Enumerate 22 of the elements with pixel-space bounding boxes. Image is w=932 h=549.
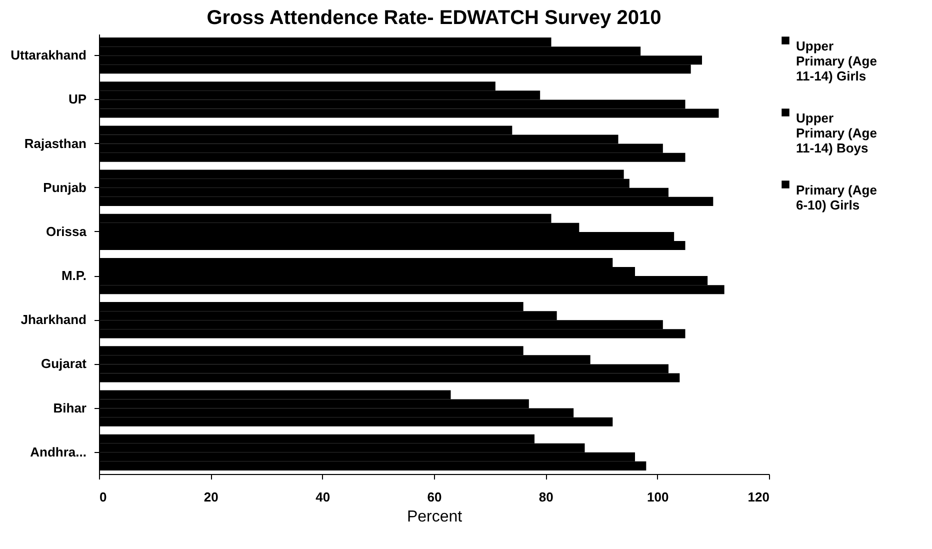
y-tick-label: Punjab bbox=[43, 180, 87, 195]
x-tick-label: 20 bbox=[204, 490, 218, 504]
chart-title: Gross Attendence Rate- EDWATCH Survey 2010 bbox=[206, 7, 662, 29]
y-tick-label: Uttarakhand bbox=[10, 48, 87, 63]
y-tick-label: Jharkhand bbox=[20, 312, 87, 328]
x-axis-title: Percent bbox=[406, 508, 463, 526]
y-tick-label: M.P. bbox=[61, 268, 86, 284]
x-tick-label: 120 bbox=[748, 490, 770, 504]
y-tick-label: Gujarat bbox=[40, 356, 88, 372]
x-tick-label: 0 bbox=[100, 490, 107, 504]
y-tick-label: UP bbox=[68, 92, 87, 107]
x-tick-label: 100 bbox=[646, 490, 669, 504]
legend-label: Primary (Age 6-10) Girls bbox=[796, 182, 877, 212]
legend-label: Upper Primary (Age 11-14) Girls bbox=[796, 38, 877, 84]
y-tick-label: Andhra... bbox=[30, 444, 86, 460]
y-tick-label: Rajasthan bbox=[24, 136, 87, 151]
y-tick-label: Bihar bbox=[53, 400, 86, 416]
y-tick-label: Orissa bbox=[46, 224, 88, 239]
legend-label: Upper Primary (Age 11-14) Boys bbox=[796, 110, 877, 156]
x-tick-label: 60 bbox=[427, 490, 442, 504]
x-tick-label: 40 bbox=[316, 490, 330, 504]
x-tick-label: 80 bbox=[538, 490, 554, 504]
